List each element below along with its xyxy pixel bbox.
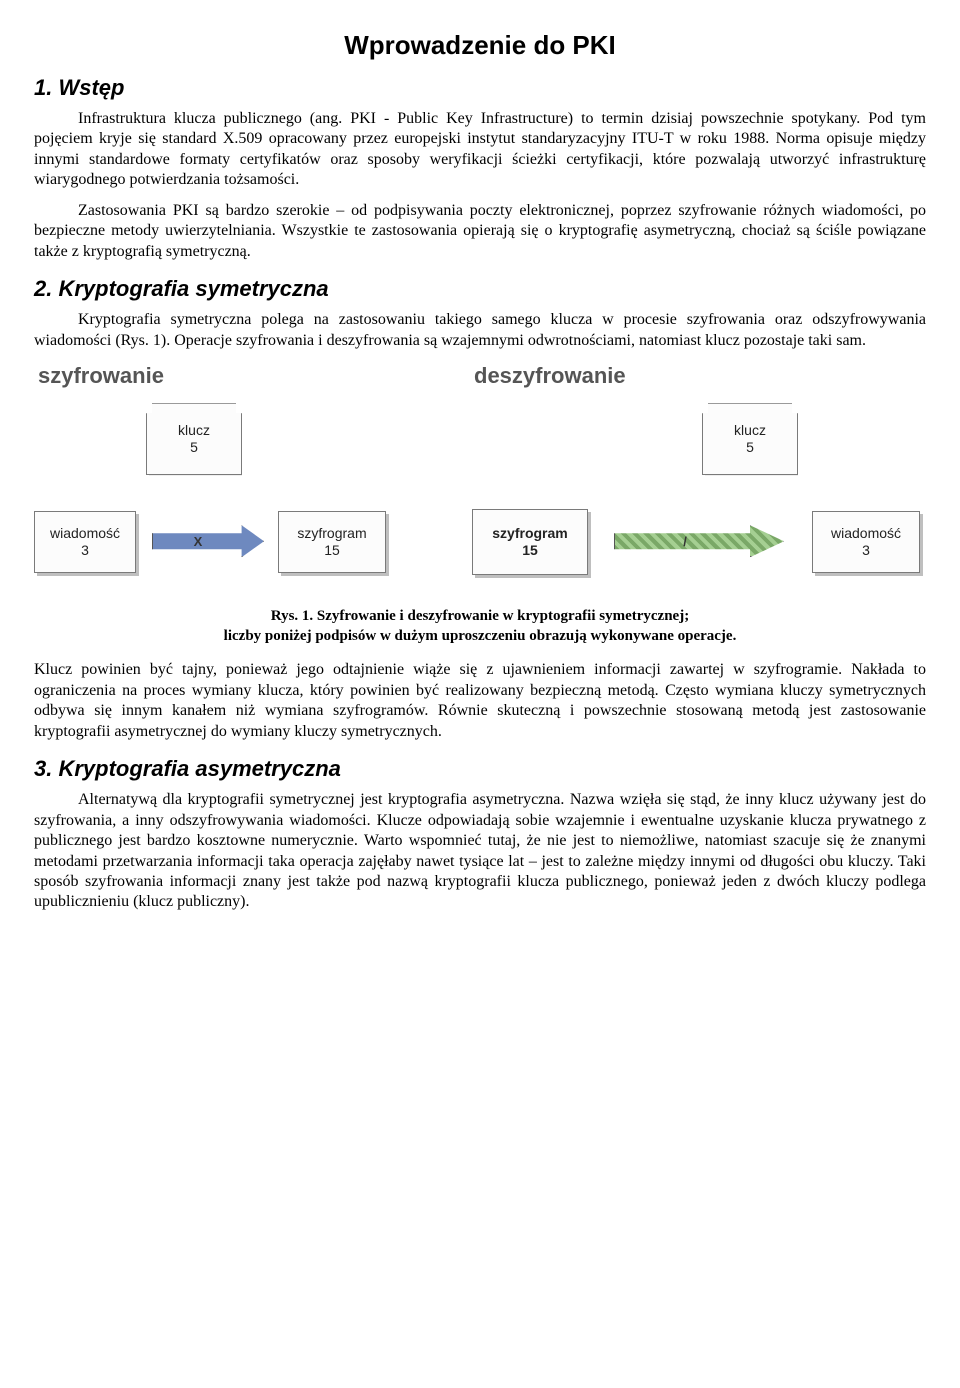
msg-value-right: 3	[817, 542, 915, 560]
ct-value-left: 15	[283, 542, 381, 560]
msg-label-left: wiadomość	[39, 525, 131, 543]
figure-1-caption-l1: Rys. 1. Szyfrowanie i deszyfrowanie w kr…	[271, 608, 689, 624]
figure-1-caption-l2: liczby poniżej podpisów w dużym uproszcz…	[224, 628, 737, 644]
ct-value-right: 15	[477, 542, 583, 560]
para-1-2: Zastosowania PKI są bardzo szerokie – od…	[34, 201, 926, 262]
msg-value-left: 3	[39, 542, 131, 560]
para-2-2: Klucz powinien być tajny, ponieważ jego …	[34, 660, 926, 742]
key-value-right: 5	[707, 439, 793, 457]
decrypt-op-label: /	[683, 534, 687, 549]
key-box-right: klucz 5	[702, 403, 798, 475]
decrypt-title: deszyfrowanie	[474, 363, 626, 389]
doc-title: Wprowadzenie do PKI	[34, 30, 926, 61]
ct-label-right: szyfrogram	[477, 525, 583, 543]
msg-label-right: wiadomość	[817, 525, 915, 543]
figure-1: szyfrowanie deszyfrowanie klucz 5 klucz …	[34, 363, 926, 593]
para-2-1: Kryptografia symetryczna polega na zasto…	[34, 310, 926, 351]
msg-box-left: wiadomość 3	[34, 511, 136, 573]
para-3-1: Alternatywą dla kryptografii symetryczne…	[34, 790, 926, 913]
encrypt-op-label: X	[194, 534, 203, 549]
heading-3: 3. Kryptografia asymetryczna	[34, 756, 926, 782]
key-label-left: klucz	[151, 422, 237, 440]
encrypt-title: szyfrowanie	[38, 363, 164, 389]
ct-box-right: szyfrogram 15	[472, 509, 588, 575]
key-box-left: klucz 5	[146, 403, 242, 475]
heading-1: 1. Wstęp	[34, 75, 926, 101]
msg-box-right: wiadomość 3	[812, 511, 920, 573]
heading-2: 2. Kryptografia symetryczna	[34, 276, 926, 302]
ct-label-left: szyfrogram	[283, 525, 381, 543]
para-1-1: Infrastruktura klucza publicznego (ang. …	[34, 109, 926, 191]
figure-1-caption: Rys. 1. Szyfrowanie i deszyfrowanie w kr…	[34, 607, 926, 646]
ct-box-left: szyfrogram 15	[278, 511, 386, 573]
key-value-left: 5	[151, 439, 237, 457]
decrypt-op-arrow: /	[614, 525, 784, 557]
encrypt-op-arrow: X	[152, 525, 264, 557]
key-label-right: klucz	[707, 422, 793, 440]
